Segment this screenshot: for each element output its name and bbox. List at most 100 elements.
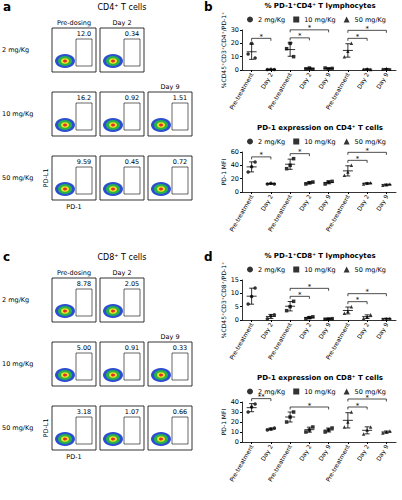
svg-text:PD-1: PD-1 <box>66 453 81 461</box>
svg-text:PD-1 MFI: PD-1 MFI <box>220 409 227 436</box>
svg-text:Day 9: Day 9 <box>375 193 391 212</box>
svg-text:Day 2: Day 2 <box>259 321 275 340</box>
svg-text:Day 2: Day 2 <box>298 193 314 212</box>
svg-text:10 mg/Kg: 10 mg/Kg <box>304 388 335 396</box>
svg-text:10: 10 <box>231 53 239 61</box>
svg-text:Day 2: Day 2 <box>355 71 371 90</box>
svg-text:0.66: 0.66 <box>173 408 187 416</box>
svg-text:Day 9: Day 9 <box>317 193 333 212</box>
svg-text:PD-1 expression on CD4⁺ T cell: PD-1 expression on CD4⁺ T cells <box>257 124 383 132</box>
svg-text:Day 9: Day 9 <box>317 71 333 90</box>
svg-text:d: d <box>204 250 213 264</box>
svg-text:%CD45⁺CD3⁺CD8⁺/PD-1⁺: %CD45⁺CD3⁺CD8⁺/PD-1⁺ <box>220 262 227 338</box>
svg-text:Pre-treatment: Pre-treatment <box>228 193 255 233</box>
svg-text:Day 2: Day 2 <box>298 321 314 340</box>
svg-text:Pre-treatment: Pre-treatment <box>324 71 351 111</box>
svg-text:0: 0 <box>235 66 239 74</box>
svg-text:0.92: 0.92 <box>125 94 139 102</box>
svg-text:0.34: 0.34 <box>125 30 139 38</box>
svg-text:PD-1: PD-1 <box>66 203 81 211</box>
svg-text:50 mg/Kg: 50 mg/Kg <box>2 174 33 182</box>
svg-text:% PD-1⁺CD4⁺ T lymphocytes: % PD-1⁺CD4⁺ T lymphocytes <box>264 2 375 10</box>
svg-text:3.18: 3.18 <box>77 408 91 416</box>
svg-text:12.0: 12.0 <box>77 30 91 38</box>
svg-text:Day 2: Day 2 <box>355 193 371 212</box>
svg-text:Day 2: Day 2 <box>298 443 314 462</box>
svg-text:*: * <box>365 25 369 33</box>
svg-text:10 mg/Kg: 10 mg/Kg <box>304 16 335 24</box>
svg-text:*: * <box>308 24 312 32</box>
svg-text:0.91: 0.91 <box>125 344 139 352</box>
svg-text:%CD45⁺CD3⁺CD4⁺/PD-1⁺: %CD45⁺CD3⁺CD4⁺/PD-1⁺ <box>220 12 227 88</box>
svg-text:Day 9: Day 9 <box>375 321 391 340</box>
svg-text:Day 2: Day 2 <box>259 443 275 462</box>
svg-text:Day 2: Day 2 <box>298 71 314 90</box>
svg-text:Pre-treatment: Pre-treatment <box>266 321 293 361</box>
svg-text:PD-1 expression on CD8⁺ T cell: PD-1 expression on CD8⁺ T cells <box>257 374 383 382</box>
svg-text:2.05: 2.05 <box>125 280 139 288</box>
svg-text:CD8⁺ T cells: CD8⁺ T cells <box>98 253 147 262</box>
svg-text:Day 9: Day 9 <box>317 321 333 340</box>
svg-text:0: 0 <box>235 188 239 196</box>
svg-text:0: 0 <box>235 316 239 324</box>
svg-text:*: * <box>308 283 312 291</box>
svg-text:Pre-treatment: Pre-treatment <box>324 443 351 483</box>
svg-text:*: * <box>356 402 360 410</box>
svg-text:PD-L1: PD-L1 <box>42 418 50 437</box>
svg-text:1.07: 1.07 <box>125 408 139 416</box>
svg-text:Pre-treatment: Pre-treatment <box>324 193 351 233</box>
svg-text:2 mg/Kg: 2 mg/Kg <box>258 388 285 396</box>
svg-text:0.72: 0.72 <box>173 158 187 166</box>
svg-text:*: * <box>298 291 302 299</box>
svg-text:*: * <box>365 288 369 296</box>
svg-text:*: * <box>365 147 369 155</box>
svg-text:40: 40 <box>231 161 239 169</box>
svg-text:Pre-treatment: Pre-treatment <box>228 321 255 361</box>
svg-text:10 mg/Kg: 10 mg/Kg <box>2 360 33 368</box>
svg-text:Pre-treatment: Pre-treatment <box>266 443 293 483</box>
svg-text:*: * <box>260 151 264 159</box>
svg-text:30: 30 <box>231 408 239 416</box>
svg-text:Day 9: Day 9 <box>160 333 179 341</box>
svg-text:CD4⁺ T cells: CD4⁺ T cells <box>98 3 147 12</box>
svg-text:Pre-treatment: Pre-treatment <box>266 193 293 233</box>
svg-text:*: * <box>260 33 264 41</box>
svg-text:b: b <box>204 0 213 14</box>
svg-text:16.2: 16.2 <box>77 94 91 102</box>
svg-text:2 mg/Kg: 2 mg/Kg <box>258 16 285 24</box>
svg-text:0.45: 0.45 <box>125 158 139 166</box>
svg-text:2 mg/Kg: 2 mg/Kg <box>258 138 285 146</box>
svg-text:10: 10 <box>231 289 239 297</box>
svg-text:Day 2: Day 2 <box>259 71 275 90</box>
svg-text:60: 60 <box>231 148 239 156</box>
svg-text:2 mg/Kg: 2 mg/Kg <box>258 266 285 274</box>
svg-text:PD-L1: PD-L1 <box>42 168 50 187</box>
svg-text:50 mg/Kg: 50 mg/Kg <box>355 388 386 396</box>
svg-text:10: 10 <box>231 428 239 436</box>
svg-text:Day 2: Day 2 <box>112 19 131 27</box>
svg-text:Pre-treatment: Pre-treatment <box>266 71 293 111</box>
svg-text:30: 30 <box>231 26 239 34</box>
svg-text:*: * <box>298 148 302 156</box>
svg-text:*: * <box>356 33 360 41</box>
svg-text:20: 20 <box>231 39 239 47</box>
svg-text:50 mg/Kg: 50 mg/Kg <box>2 424 33 432</box>
svg-text:1.51: 1.51 <box>173 94 187 102</box>
svg-text:8.78: 8.78 <box>77 280 91 288</box>
svg-text:5.00: 5.00 <box>77 344 91 352</box>
svg-text:40: 40 <box>231 398 239 406</box>
svg-text:20: 20 <box>231 175 239 183</box>
svg-text:Day 9: Day 9 <box>160 83 179 91</box>
svg-text:10 mg/Kg: 10 mg/Kg <box>2 110 33 118</box>
svg-text:2 mg/Kg: 2 mg/Kg <box>2 296 29 304</box>
svg-text:a: a <box>3 0 11 14</box>
svg-text:Day 9: Day 9 <box>317 443 333 462</box>
svg-text:PD-1 MFI: PD-1 MFI <box>220 159 227 186</box>
svg-text:Pre-dosing: Pre-dosing <box>57 19 91 27</box>
svg-text:Pre-dosing: Pre-dosing <box>57 269 91 277</box>
svg-text:10 mg/Kg: 10 mg/Kg <box>304 266 335 274</box>
svg-text:Day 2: Day 2 <box>355 321 371 340</box>
svg-text:0: 0 <box>235 438 239 446</box>
svg-text:50 mg/Kg: 50 mg/Kg <box>355 266 386 274</box>
svg-text:*: * <box>356 155 360 163</box>
